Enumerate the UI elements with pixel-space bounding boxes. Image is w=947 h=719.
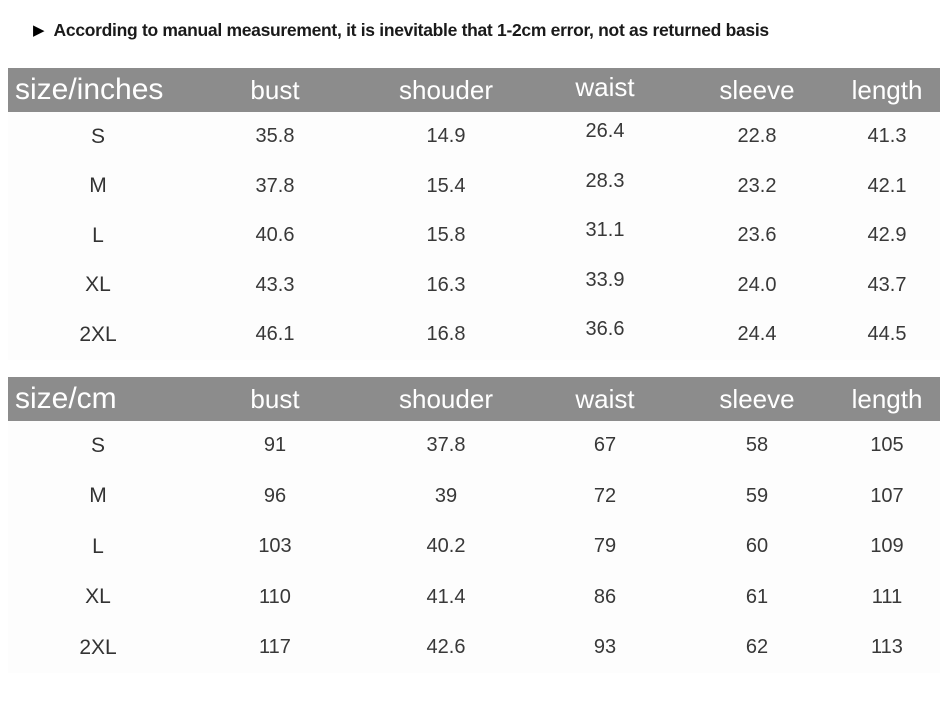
disclaimer-text: According to manual measurement, it is i…: [53, 20, 770, 40]
cell-bust: 46.1: [255, 323, 295, 346]
table-header-row: size/cm bust shouder waist sleeve length: [8, 376, 940, 421]
cell-shoulder: 14.9: [426, 125, 466, 148]
cell-shoulder: 39: [434, 484, 458, 507]
cell-waist: 86: [593, 585, 617, 608]
size-label: M: [89, 484, 107, 508]
cell-shoulder: 42.6: [426, 636, 466, 659]
size-label: L: [92, 534, 104, 558]
table-row: L 103 40.2 79 60 109: [8, 522, 940, 573]
column-header-length: length: [851, 383, 923, 414]
column-header-bust: bust: [250, 383, 300, 414]
column-header-waist: waist: [575, 383, 635, 414]
size-charts: size/inches bust shouder waist sleeve le…: [8, 68, 940, 673]
measurement-disclaimer: ▶ According to manual measurement, it is…: [33, 20, 947, 41]
cell-bust: 91: [263, 434, 287, 457]
cell-bust: 35.8: [255, 125, 295, 148]
table-row: 2XL 117 42.6 93 62 113: [8, 623, 940, 674]
cell-length: 42.9: [867, 224, 907, 247]
cell-sleeve: 62: [745, 636, 769, 659]
cell-bust: 117: [259, 636, 291, 659]
table-row: XL 110 41.4 86 61 111: [8, 572, 940, 623]
cell-length: 43.7: [867, 273, 907, 296]
cell-sleeve: 23.6: [737, 224, 777, 247]
size-label: L: [92, 223, 104, 247]
column-header-sleeve: sleeve: [719, 383, 795, 414]
cell-length: 42.1: [867, 174, 907, 197]
column-header-shoulder: shouder: [399, 383, 493, 414]
column-header-waist: waist: [575, 72, 635, 102]
cell-length: 111: [871, 585, 903, 608]
cell-bust: 110: [259, 585, 291, 608]
table-row: S 35.8 14.9 26.4 22.8 41.3: [8, 112, 940, 162]
cell-shoulder: 15.4: [426, 174, 466, 197]
cell-waist: 67: [593, 434, 617, 457]
cell-shoulder: 15.8: [426, 224, 466, 247]
cell-sleeve: 24.4: [737, 323, 777, 346]
cell-sleeve: 61: [745, 585, 769, 608]
column-header-shoulder: shouder: [399, 75, 493, 105]
size-label: XL: [85, 585, 111, 609]
column-header-sleeve: sleeve: [719, 75, 795, 105]
table-row: 2XL 46.1 16.8 36.6 24.4 44.5: [8, 310, 940, 360]
table-row: M 96 39 72 59 107: [8, 471, 940, 522]
size-label: S: [90, 124, 105, 148]
column-header-bust: bust: [250, 75, 300, 105]
cell-waist: 33.9: [585, 268, 625, 291]
cell-waist: 36.6: [585, 318, 625, 341]
cell-waist: 31.1: [585, 219, 625, 242]
table-title: size/cm: [15, 381, 117, 415]
table-row: XL 43.3 16.3 33.9 24.0 43.7: [8, 261, 940, 311]
cell-waist: 26.4: [585, 120, 625, 143]
cell-sleeve: 23.2: [737, 174, 777, 197]
table-row: S 91 37.8 67 58 105: [8, 421, 940, 472]
cell-waist: 72: [593, 484, 617, 507]
cell-shoulder: 41.4: [426, 585, 466, 608]
cell-bust: 96: [263, 484, 287, 507]
table-row: M 37.8 15.4 28.3 23.2 42.1: [8, 162, 940, 212]
cell-sleeve: 59: [745, 484, 769, 507]
cell-bust: 37.8: [255, 174, 295, 197]
cell-length: 44.5: [867, 323, 907, 346]
cell-shoulder: 37.8: [426, 434, 466, 457]
cell-shoulder: 40.2: [426, 535, 466, 558]
cell-sleeve: 24.0: [737, 273, 777, 296]
size-label: 2XL: [79, 322, 117, 346]
cell-bust: 43.3: [255, 273, 295, 296]
cell-shoulder: 16.8: [426, 323, 466, 346]
play-triangle-icon: ▶: [33, 22, 45, 39]
size-label: S: [90, 433, 105, 457]
table-header-row: size/inches bust shouder waist sleeve le…: [8, 68, 940, 112]
cell-sleeve: 58: [745, 434, 769, 457]
cell-waist: 93: [593, 636, 617, 659]
cell-waist: 28.3: [585, 169, 625, 192]
cell-waist: 79: [593, 535, 617, 558]
cell-sleeve: 22.8: [737, 125, 777, 148]
cell-shoulder: 16.3: [426, 273, 466, 296]
cell-bust: 103: [258, 535, 292, 558]
cell-sleeve: 60: [745, 535, 769, 558]
cell-length: 105: [870, 434, 904, 457]
table-row: L 40.6 15.8 31.1 23.6 42.9: [8, 211, 940, 261]
cell-length: 107: [870, 484, 904, 507]
cell-length: 109: [870, 535, 904, 558]
column-header-length: length: [851, 75, 923, 105]
cell-length: 41.3: [867, 125, 907, 148]
size-table-cm: size/cm bust shouder waist sleeve length…: [8, 376, 940, 674]
cell-bust: 40.6: [255, 224, 295, 247]
size-table-inches: size/inches bust shouder waist sleeve le…: [8, 68, 940, 360]
size-label: M: [89, 174, 107, 198]
table-title: size/inches: [15, 73, 164, 106]
size-label: 2XL: [79, 635, 117, 659]
size-label: XL: [85, 273, 111, 297]
cell-length: 113: [871, 636, 903, 659]
